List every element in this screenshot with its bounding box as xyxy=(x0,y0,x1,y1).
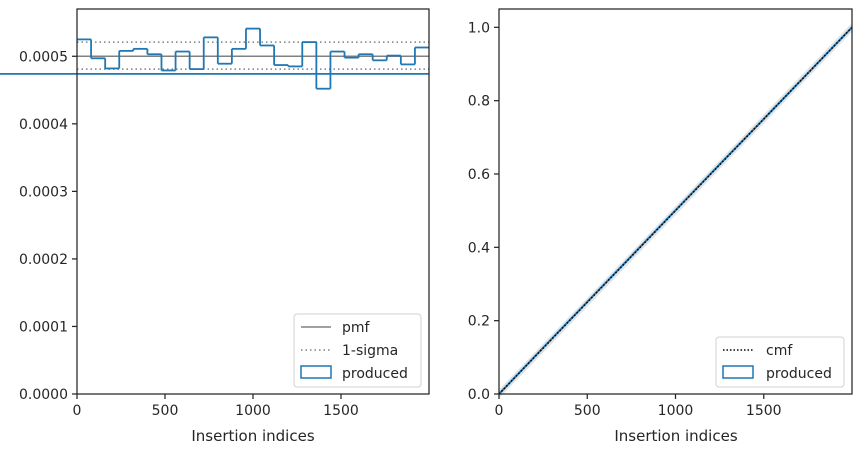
right-plot-marks xyxy=(498,22,853,399)
legend-cmf-label: cmf xyxy=(766,343,793,359)
left-y-tick-label: 0.0005 xyxy=(19,49,68,65)
left-y-tick-label: 0.0002 xyxy=(19,252,68,268)
left-legend: pmf 1-sigma produced xyxy=(293,313,422,388)
left-legend-box xyxy=(293,313,422,388)
right-x-axis-label: Insertion indices xyxy=(614,427,737,445)
right-y-tick-label: 0.2 xyxy=(468,314,490,330)
legend-produced-label-right: produced xyxy=(766,366,832,382)
right-y-tick-label: 1.0 xyxy=(468,20,490,36)
left-x-tick-label: 0 xyxy=(73,403,82,419)
left-chart: 0 500 1000 1500 0.0000 0.0001 0.0002 0.0003 0.00… xyxy=(0,8,430,445)
left-x-axis-label: Insertion indices xyxy=(191,427,314,445)
left-x-tick-label: 1000 xyxy=(235,403,271,419)
legend-pmf-label: pmf xyxy=(342,320,371,336)
left-y-tick-label: 0.0004 xyxy=(19,117,68,133)
left-y-tick-label: 0.0000 xyxy=(19,387,68,403)
legend-produced-swatch xyxy=(300,365,332,379)
left-ticks: 0 500 1000 1500 0.0000 0.0001 0.0002 0.0003 0.00… xyxy=(19,49,359,419)
right-y-tick-label: 0.8 xyxy=(468,94,490,110)
right-legend: cmf produced xyxy=(715,336,845,388)
left-x-tick-label: 500 xyxy=(152,403,179,419)
left-x-tick-label: 1500 xyxy=(323,403,359,419)
right-x-tick-label: 1000 xyxy=(658,403,694,419)
right-x-tick-label: 0 xyxy=(495,403,504,419)
right-y-tick-label: 0.4 xyxy=(468,240,490,256)
left-plot-marks xyxy=(0,27,429,90)
right-y-tick-label: 0.6 xyxy=(468,167,490,183)
right-x-tick-label: 1500 xyxy=(746,403,782,419)
right-ticks: 0 500 1000 1500 0.0 0.2 0.4 0.6 0.8 1.0 xyxy=(468,20,782,419)
legend-produced-label: produced xyxy=(342,366,408,382)
left-y-tick-label: 0.0003 xyxy=(19,184,68,200)
left-y-tick-label: 0.0001 xyxy=(19,319,68,335)
right-chart: 0 500 1000 1500 0.0 0.2 0.4 0.6 0.8 1.0 Insertion… xyxy=(468,8,853,445)
legend-produced-swatch-right xyxy=(722,365,754,379)
cmf-line xyxy=(498,26,853,395)
right-x-tick-label: 500 xyxy=(574,403,601,419)
legend-sigma-label: 1-sigma xyxy=(342,343,398,359)
right-y-tick-label: 0.0 xyxy=(468,387,490,403)
